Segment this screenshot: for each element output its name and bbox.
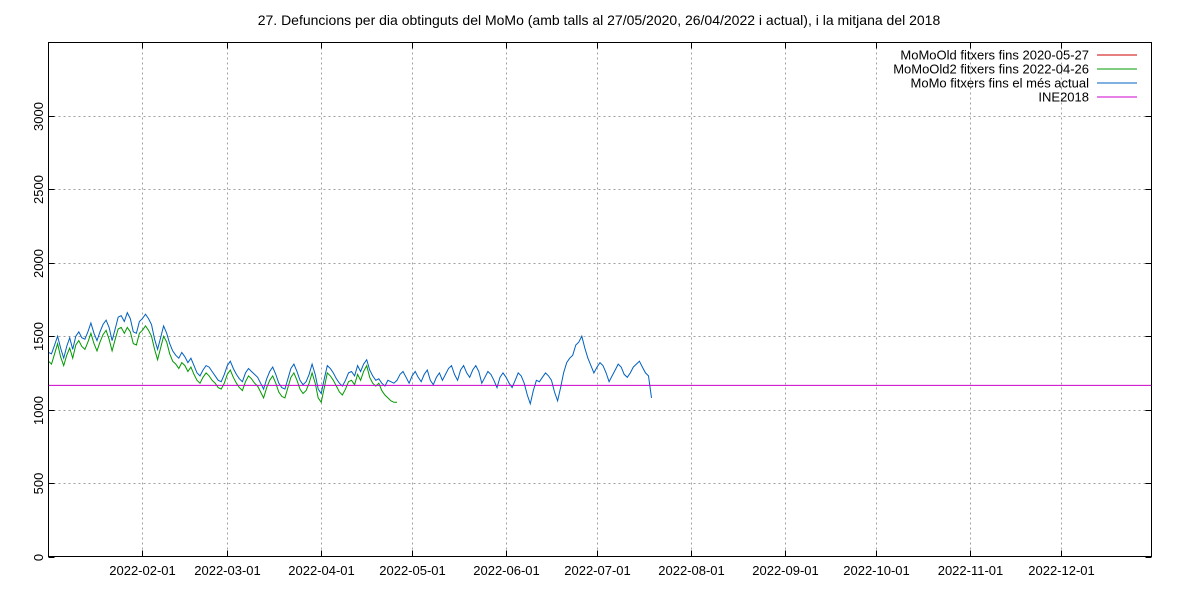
x-tick-label: 2022-08-01 xyxy=(658,563,725,578)
x-tick-label: 2022-09-01 xyxy=(752,563,819,578)
series-line-1 xyxy=(48,325,397,404)
plot-frame xyxy=(48,42,1152,557)
x-tick-label: 2022-11-01 xyxy=(938,563,1004,578)
axes: 0 500 1000 1500 2000 2500 3000 2022-02-01 2022-0… xyxy=(31,42,1152,578)
series-line-2 xyxy=(48,311,652,406)
legend: MoMoOld fitxers fins 2020-05-27MoMoOld2 … xyxy=(893,48,1137,105)
y-tick-label: 1500 xyxy=(31,322,46,351)
legend-label-1: MoMoOld2 fitxers fins 2022-04-26 xyxy=(893,62,1089,77)
x-tick-label: 2022-10-01 xyxy=(843,563,910,578)
grid xyxy=(48,42,1152,557)
y-tick-label: 0 xyxy=(31,554,46,561)
legend-label-3: INE2018 xyxy=(1038,90,1089,105)
legend-label-0: MoMoOld fitxers fins 2020-05-27 xyxy=(900,48,1089,63)
x-tick-label: 2022-06-01 xyxy=(473,563,540,578)
chart-title: 27. Defuncions per dia obtinguts del MoM… xyxy=(258,12,941,28)
x-tick-label: 2022-12-01 xyxy=(1028,563,1095,578)
x-tick-label: 2022-05-01 xyxy=(379,563,446,578)
x-tick-label: 2022-04-01 xyxy=(288,563,355,578)
y-tick-label: 3000 xyxy=(31,102,46,131)
series-group xyxy=(48,311,1152,406)
y-tick-label: 500 xyxy=(31,473,46,495)
x-tick-label: 2022-07-01 xyxy=(564,563,631,578)
x-tick-label: 2022-03-01 xyxy=(194,563,261,578)
y-tick-label: 2000 xyxy=(31,249,46,278)
x-tick-label: 2022-02-01 xyxy=(109,563,176,578)
y-tick-label: 1000 xyxy=(31,396,46,425)
y-tick-label: 2500 xyxy=(31,175,46,204)
legend-label-2: MoMo fitxers fins el més actual xyxy=(911,76,1090,91)
